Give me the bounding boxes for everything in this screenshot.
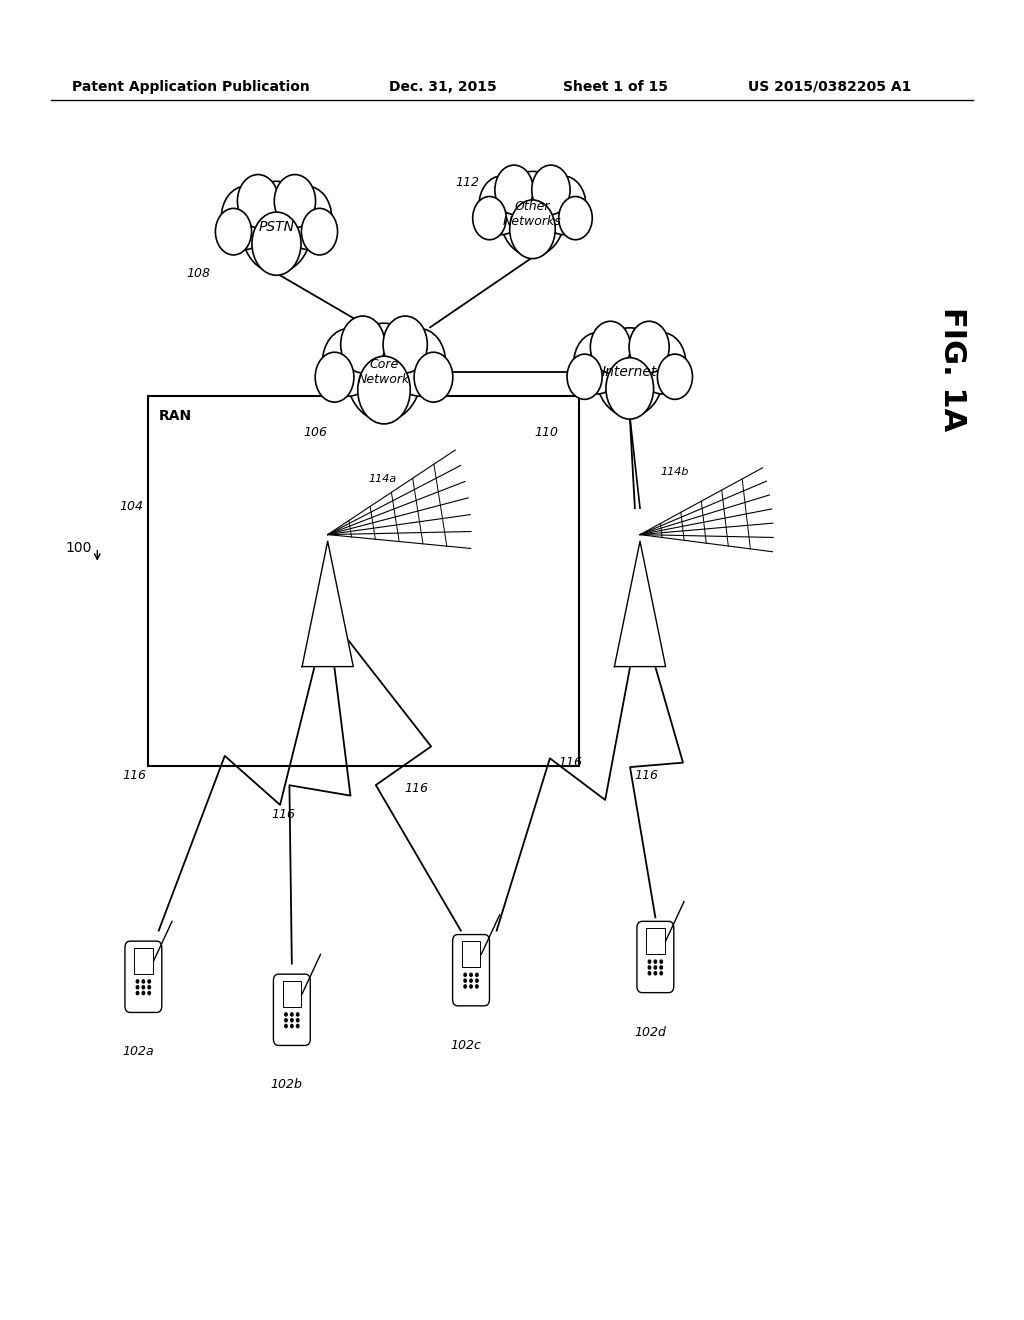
- Text: 116: 116: [635, 768, 658, 781]
- Circle shape: [285, 1019, 287, 1022]
- Text: 116: 116: [271, 808, 295, 821]
- Circle shape: [136, 991, 138, 995]
- FancyBboxPatch shape: [283, 981, 301, 1007]
- Circle shape: [648, 972, 650, 975]
- Circle shape: [142, 979, 144, 983]
- Circle shape: [142, 986, 144, 989]
- Text: 102a: 102a: [123, 1045, 154, 1059]
- FancyBboxPatch shape: [453, 935, 489, 1006]
- Circle shape: [654, 972, 656, 975]
- Text: PSTN: PSTN: [258, 220, 295, 234]
- Text: 108: 108: [186, 267, 210, 280]
- Text: 102c: 102c: [451, 1039, 481, 1052]
- FancyBboxPatch shape: [646, 928, 665, 954]
- Text: Core
Network: Core Network: [357, 358, 411, 387]
- Circle shape: [291, 1024, 293, 1028]
- FancyBboxPatch shape: [125, 941, 162, 1012]
- Circle shape: [654, 960, 656, 964]
- Circle shape: [476, 985, 478, 989]
- Circle shape: [470, 973, 472, 977]
- Circle shape: [136, 979, 138, 983]
- Circle shape: [297, 1012, 299, 1016]
- Text: 114b: 114b: [660, 467, 689, 478]
- Text: Internet: Internet: [602, 366, 657, 379]
- Text: 104: 104: [120, 500, 143, 513]
- Circle shape: [464, 985, 466, 989]
- Circle shape: [148, 986, 151, 989]
- Circle shape: [142, 991, 144, 995]
- FancyBboxPatch shape: [637, 921, 674, 993]
- Polygon shape: [302, 541, 353, 667]
- Circle shape: [136, 986, 138, 989]
- Text: Patent Application Publication: Patent Application Publication: [72, 81, 309, 94]
- Text: FIG. 1A: FIG. 1A: [938, 308, 967, 432]
- Text: Dec. 31, 2015: Dec. 31, 2015: [389, 81, 497, 94]
- Text: RAN: RAN: [159, 409, 191, 424]
- Text: 102d: 102d: [634, 1026, 667, 1039]
- FancyBboxPatch shape: [273, 974, 310, 1045]
- Text: 106: 106: [304, 426, 328, 440]
- Circle shape: [476, 973, 478, 977]
- Circle shape: [148, 991, 151, 995]
- Text: 116: 116: [404, 781, 428, 795]
- Circle shape: [285, 1012, 287, 1016]
- Circle shape: [660, 966, 663, 969]
- Circle shape: [470, 985, 472, 989]
- Text: 112: 112: [456, 176, 479, 189]
- Text: 116: 116: [123, 768, 146, 781]
- Text: US 2015/0382205 A1: US 2015/0382205 A1: [748, 81, 911, 94]
- Circle shape: [297, 1024, 299, 1028]
- Circle shape: [464, 973, 466, 977]
- Text: 110: 110: [535, 426, 558, 440]
- FancyBboxPatch shape: [462, 941, 480, 968]
- Circle shape: [660, 960, 663, 964]
- Circle shape: [285, 1024, 287, 1028]
- Text: 114a: 114a: [369, 474, 397, 484]
- Circle shape: [297, 1019, 299, 1022]
- Circle shape: [470, 979, 472, 982]
- Circle shape: [476, 979, 478, 982]
- Polygon shape: [614, 541, 666, 667]
- Circle shape: [291, 1012, 293, 1016]
- Text: 100: 100: [66, 541, 92, 554]
- Text: 102b: 102b: [270, 1078, 303, 1092]
- Circle shape: [660, 972, 663, 975]
- Circle shape: [148, 979, 151, 983]
- Text: Sheet 1 of 15: Sheet 1 of 15: [563, 81, 669, 94]
- Circle shape: [464, 979, 466, 982]
- Circle shape: [654, 966, 656, 969]
- Text: Other
Networks: Other Networks: [503, 199, 562, 228]
- Text: 116: 116: [558, 755, 582, 768]
- Circle shape: [648, 966, 650, 969]
- FancyBboxPatch shape: [134, 948, 153, 974]
- Circle shape: [648, 960, 650, 964]
- Circle shape: [291, 1019, 293, 1022]
- FancyBboxPatch shape: [148, 396, 579, 766]
